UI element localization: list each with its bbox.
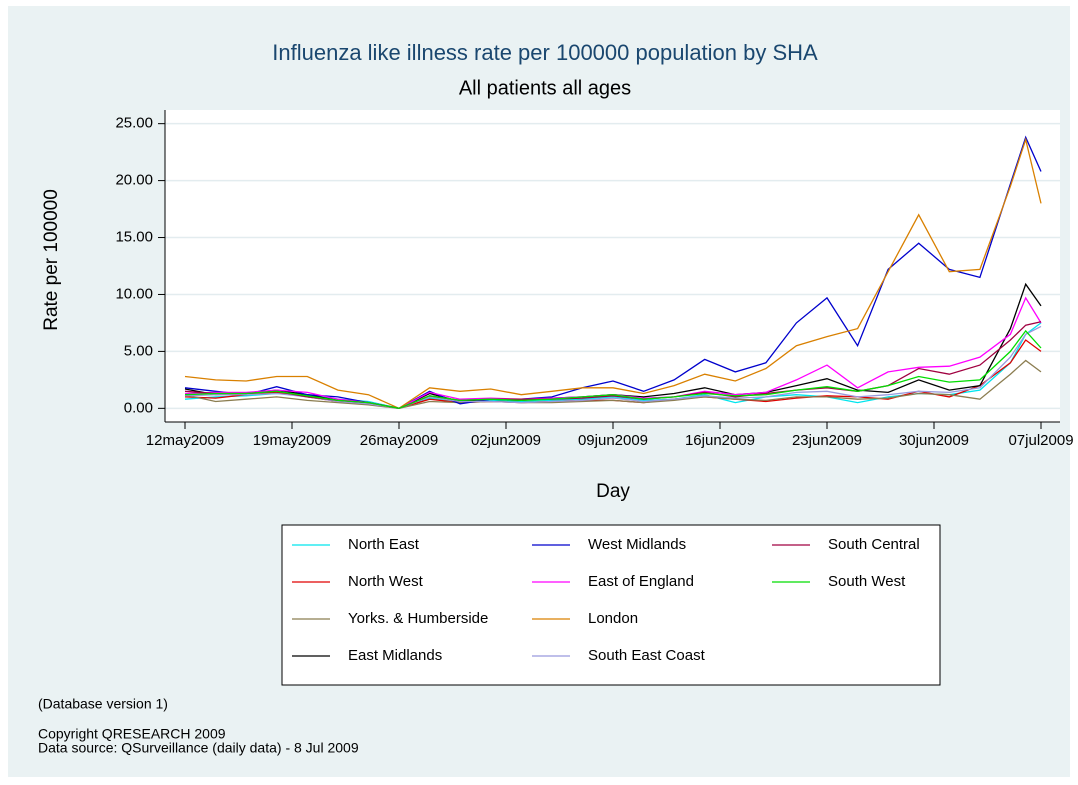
- legend-label: East of England: [588, 573, 694, 590]
- plot-area: [165, 110, 1060, 422]
- y-tick-label: 15.00: [115, 229, 153, 246]
- y-tick-label: 20.00: [115, 172, 153, 189]
- x-tick-label: 12may2009: [146, 432, 224, 449]
- legend-box: [281, 524, 941, 686]
- legend-label: South East Coast: [588, 647, 706, 664]
- x-tick-label: 23jun2009: [792, 432, 862, 449]
- y-tick-label: 5.00: [124, 342, 153, 359]
- legend-label: West Midlands: [588, 536, 686, 553]
- legend-label: North West: [348, 573, 424, 590]
- legend-label: South Central: [828, 536, 920, 553]
- x-tick-label: 16jun2009: [685, 432, 755, 449]
- x-tick-label: 26may2009: [360, 432, 438, 449]
- legend-label: Yorks. & Humberside: [348, 610, 488, 627]
- legend-label: East Midlands: [348, 647, 442, 664]
- legend-label: London: [588, 610, 638, 627]
- series-line: [184, 325, 1042, 409]
- y-tick-label: 25.00: [115, 115, 153, 132]
- series-line: [184, 329, 1042, 409]
- x-tick-label: 30jun2009: [899, 432, 969, 449]
- chart-subtitle: All patients all ages: [459, 77, 631, 99]
- series-line: [184, 137, 1042, 410]
- y-tick-label: 10.00: [115, 285, 153, 302]
- x-tick-label: 19may2009: [253, 432, 331, 449]
- chart-title: Influenza like illness rate per 100000 p…: [272, 40, 818, 65]
- legend-label: South West: [828, 573, 906, 590]
- y-tick-label: 0.00: [124, 399, 153, 416]
- note: Copyright QRESEARCH 2009: [38, 726, 226, 742]
- series-line: [184, 359, 1042, 409]
- x-tick-label: 09jun2009: [578, 432, 648, 449]
- y-axis-label: Rate per 100000: [41, 189, 62, 331]
- x-axis-label: Day: [596, 481, 630, 502]
- legend-label: North East: [348, 536, 420, 553]
- note: (Database version 1): [38, 696, 168, 712]
- note: Data source: QSurveillance (daily data) …: [38, 740, 359, 756]
- x-tick-label: 07jul2009: [1008, 432, 1073, 449]
- series-line: [184, 135, 1042, 409]
- x-tick-label: 02jun2009: [471, 432, 541, 449]
